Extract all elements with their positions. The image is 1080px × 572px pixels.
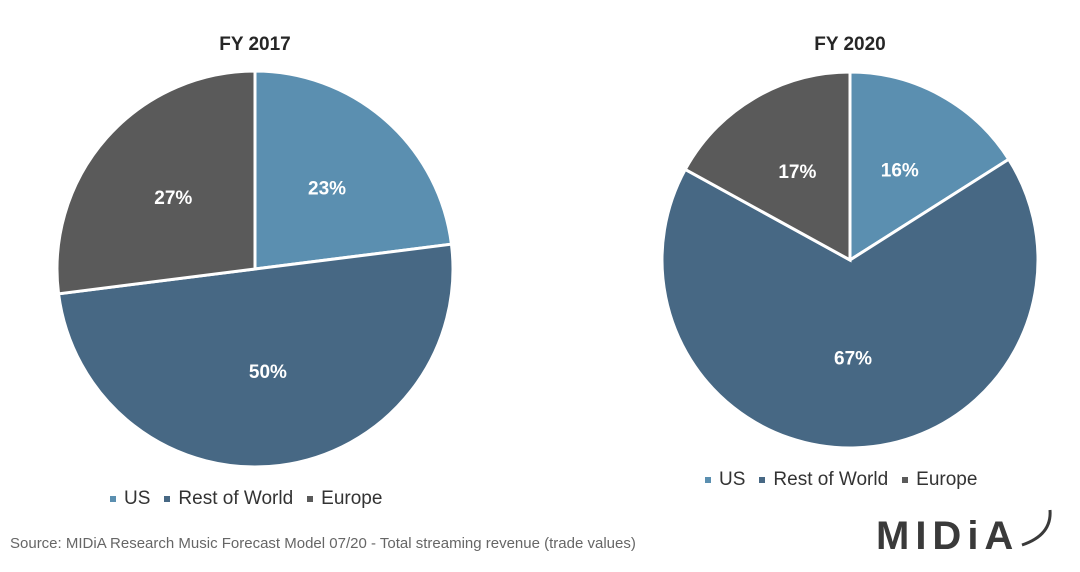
data-label-rest-of-world: 67% bbox=[834, 349, 872, 370]
legend-item-rest-of-world: Rest of World bbox=[759, 469, 888, 491]
legend-item-rest-of-world: Rest of World bbox=[164, 488, 293, 510]
legend-swatch-rest-of-world bbox=[164, 496, 171, 502]
legend-fy2017: US Rest of World Europe bbox=[110, 488, 382, 510]
legend-item-us: US bbox=[110, 488, 150, 510]
data-label-us: 16% bbox=[881, 160, 919, 181]
legend-swatch-us bbox=[705, 477, 711, 483]
legend-label-us: US bbox=[719, 469, 746, 490]
legend-swatch-us bbox=[110, 496, 116, 502]
data-label-rest-of-world: 50% bbox=[249, 362, 287, 383]
logo-swoosh-icon bbox=[1021, 509, 1052, 547]
data-label-us: 23% bbox=[308, 178, 346, 199]
pie-slice-rest-of-world bbox=[56, 242, 455, 469]
legend-item-europe: Europe bbox=[307, 488, 382, 510]
legend-label-us: US bbox=[124, 488, 151, 509]
midia-logo: MIDiA bbox=[876, 514, 1020, 558]
chart-title-fy2020: FY 2020 bbox=[814, 34, 886, 55]
pie-slice-europe bbox=[55, 69, 257, 296]
legend-swatch-rest-of-world bbox=[759, 477, 766, 483]
pie-slice-rest-of-world bbox=[660, 157, 1040, 450]
legend-item-us: US bbox=[705, 469, 745, 491]
legend-label-europe: Europe bbox=[321, 488, 383, 509]
pie-slice-us bbox=[253, 69, 454, 271]
source-note: Source: MIDiA Research Music Forecast Mo… bbox=[10, 535, 636, 552]
pie-slice-us bbox=[848, 70, 1011, 263]
legend-swatch-europe bbox=[902, 477, 909, 483]
pie-slice-europe bbox=[683, 70, 852, 263]
legend-label-europe: Europe bbox=[916, 469, 978, 490]
legend-label-rest-of-world: Rest of World bbox=[773, 469, 889, 490]
data-label-europe: 27% bbox=[154, 188, 192, 209]
legend-swatch-europe bbox=[307, 496, 314, 502]
chart-title-fy2017: FY 2017 bbox=[219, 34, 291, 55]
legend-fy2020: US Rest of World Europe bbox=[705, 469, 977, 491]
legend-label-rest-of-world: Rest of World bbox=[178, 488, 294, 509]
data-label-europe: 17% bbox=[778, 162, 816, 183]
legend-item-europe: Europe bbox=[902, 469, 977, 491]
